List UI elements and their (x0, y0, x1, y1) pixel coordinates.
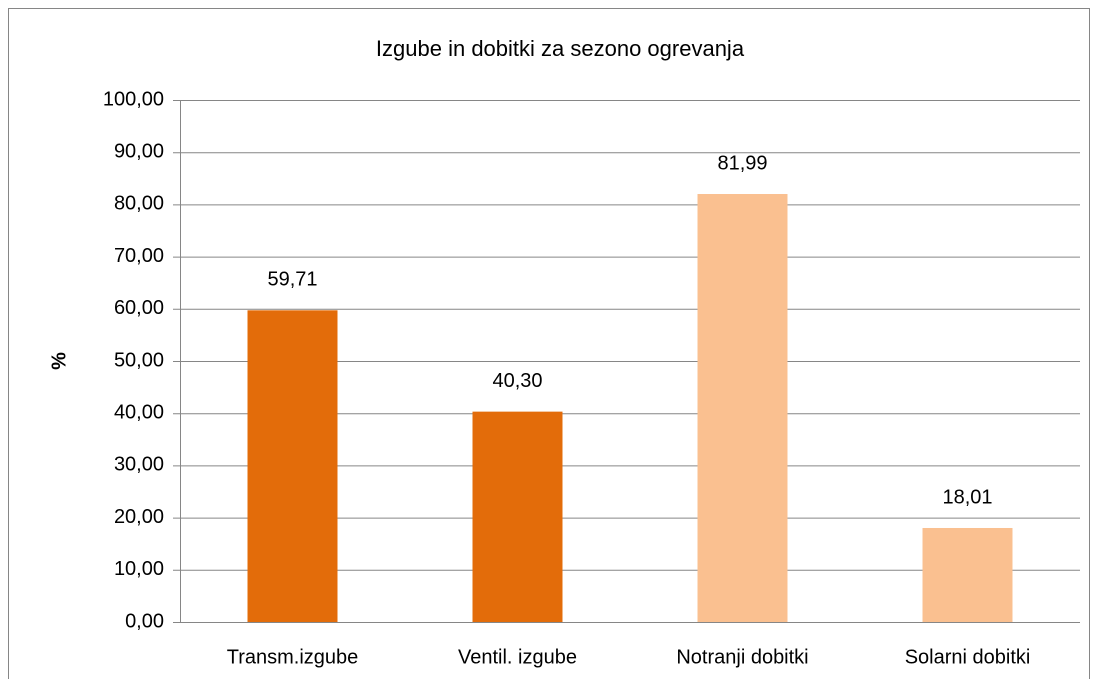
y-tick-label: 90,00 (114, 140, 164, 162)
y-tick-label: 0,00 (125, 610, 164, 632)
y-tick-label: 80,00 (114, 193, 164, 215)
data-label: 40,30 (492, 370, 542, 392)
data-label: 59,71 (267, 269, 317, 291)
data-label: 81,99 (717, 152, 767, 174)
x-tick-label: Solarni dobitki (905, 646, 1031, 668)
y-tick-label: 40,00 (114, 401, 164, 423)
y-axis-label: % (48, 352, 70, 370)
x-tick-label: Transm.izgube (227, 646, 359, 668)
y-tick-label: 100,00 (103, 88, 164, 110)
x-tick-label: Notranji dobitki (676, 646, 808, 668)
data-label: 18,01 (942, 486, 992, 508)
y-tick-label: 50,00 (114, 349, 164, 371)
bar (247, 310, 338, 622)
bar (472, 411, 563, 622)
y-tick-label: 30,00 (114, 454, 164, 476)
bar (697, 194, 788, 622)
y-tick-label: 60,00 (114, 297, 164, 319)
bar (922, 527, 1013, 622)
x-tick-label: Ventil. izgube (458, 646, 577, 668)
y-tick-label: 10,00 (114, 558, 164, 580)
y-tick-label: 20,00 (114, 506, 164, 528)
chart-title: Izgube in dobitki za sezono ogrevanja (376, 36, 745, 61)
y-tick-label: 70,00 (114, 245, 164, 267)
